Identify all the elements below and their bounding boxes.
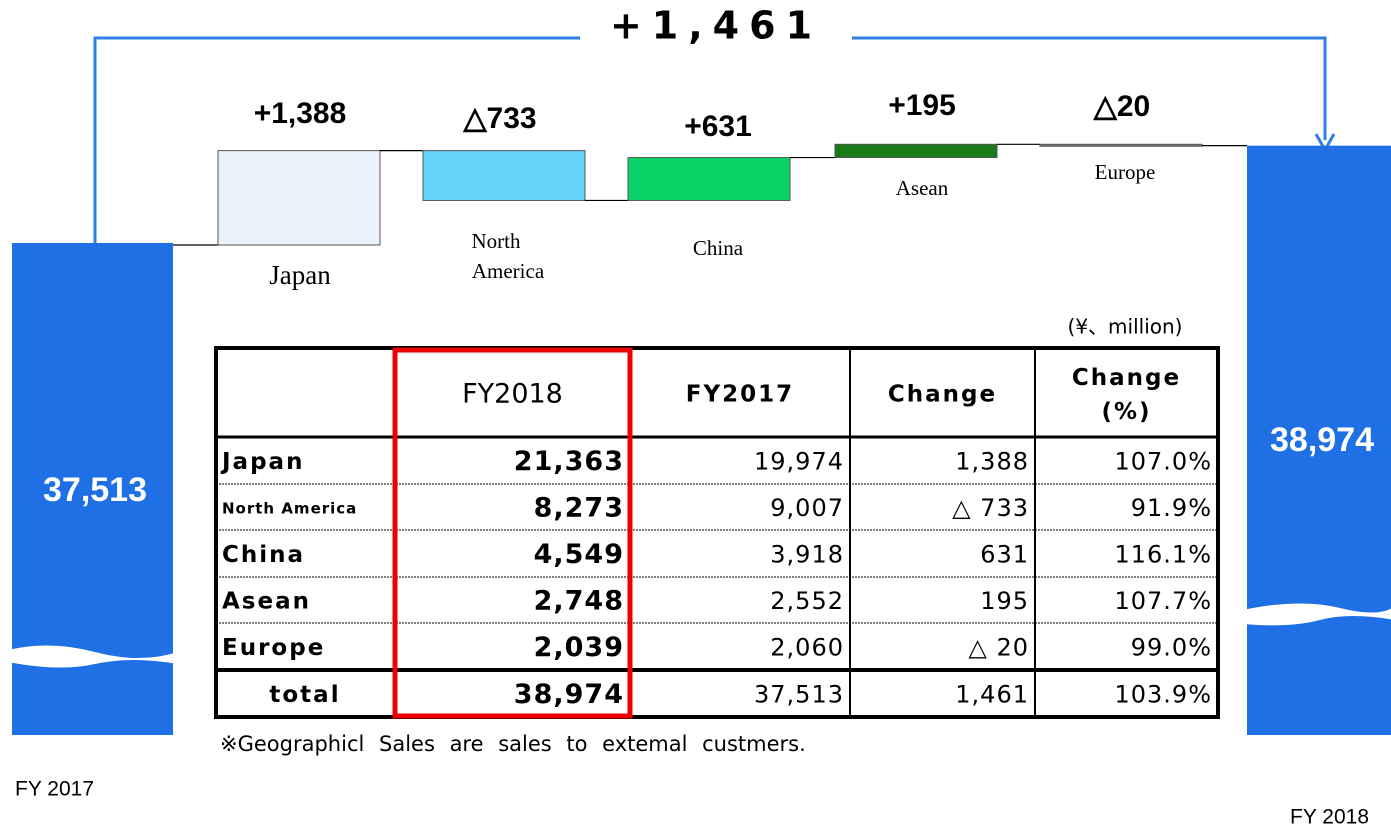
end-label: FY 2018 xyxy=(1290,806,1369,829)
step-bar xyxy=(627,157,791,201)
step-value: +1,388 xyxy=(254,97,347,130)
end-bar xyxy=(1247,145,1391,736)
table-bg xyxy=(214,346,1220,719)
end-value: 38,974 xyxy=(1270,421,1374,459)
cell: △ 733 xyxy=(952,494,1029,522)
cell: 38,974 xyxy=(514,679,624,710)
header-cell: Change (%) xyxy=(1072,365,1181,425)
cell: 116.1% xyxy=(1114,541,1212,569)
row-label: North America xyxy=(222,500,357,518)
cell: 4,549 xyxy=(534,539,624,570)
step-value: +631 xyxy=(684,110,752,143)
step-bar xyxy=(217,150,381,246)
cell: 91.9% xyxy=(1131,494,1212,522)
cell: 3,918 xyxy=(770,541,844,569)
cell: 2,039 xyxy=(534,632,624,663)
row-label: Asean xyxy=(222,589,311,615)
step-label: Japan xyxy=(269,260,331,290)
cell: 19,974 xyxy=(754,448,844,476)
note: ※Geographicl Sales are sales to extemal … xyxy=(220,732,806,756)
start-label: FY 2017 xyxy=(15,778,94,801)
arrow xyxy=(93,36,580,243)
cell: 8,273 xyxy=(534,493,624,524)
cell: 37,513 xyxy=(754,681,844,709)
row-label: China xyxy=(222,542,305,568)
cell: 631 xyxy=(980,541,1029,569)
cell: 2,748 xyxy=(534,586,624,617)
cell: 21,363 xyxy=(514,446,624,477)
header-cell: FY2017 xyxy=(686,382,794,408)
cell: 1,388 xyxy=(955,448,1029,476)
cell: △ 20 xyxy=(968,634,1029,662)
step-value: △733 xyxy=(462,102,536,135)
cell: 9,007 xyxy=(770,494,844,522)
header-cell: Change xyxy=(888,382,997,408)
start-value: 37,513 xyxy=(43,471,147,509)
cell: 2,552 xyxy=(770,587,844,615)
highlight xyxy=(392,347,633,719)
step-label: Europe xyxy=(1095,160,1156,184)
step-bar xyxy=(1039,143,1203,147)
step-value: +195 xyxy=(888,89,956,122)
step-label: China xyxy=(693,236,744,260)
step-label: North America xyxy=(472,229,545,283)
cell: 195 xyxy=(980,587,1029,615)
row-label: Europe xyxy=(222,635,325,661)
axis-break xyxy=(1243,603,1391,626)
row-label: total xyxy=(269,682,340,708)
cell: 2,060 xyxy=(770,634,844,662)
cell: 107.0% xyxy=(1114,448,1212,476)
unit: (¥、million) xyxy=(1068,315,1183,339)
step-bar xyxy=(834,143,998,159)
total-change: +1,461 xyxy=(610,4,822,48)
axis-break xyxy=(8,645,178,668)
cell: 103.9% xyxy=(1114,681,1212,709)
cell: 99.0% xyxy=(1131,634,1212,662)
step-label: Asean xyxy=(896,176,949,200)
cell: 107.7% xyxy=(1114,587,1212,615)
step-value: △20 xyxy=(1093,90,1150,123)
cell: 1,461 xyxy=(955,681,1029,709)
step-bar xyxy=(422,150,586,201)
header-cell: FY2018 xyxy=(462,379,563,410)
arrow xyxy=(852,36,1327,140)
row-label: Japan xyxy=(220,449,304,475)
